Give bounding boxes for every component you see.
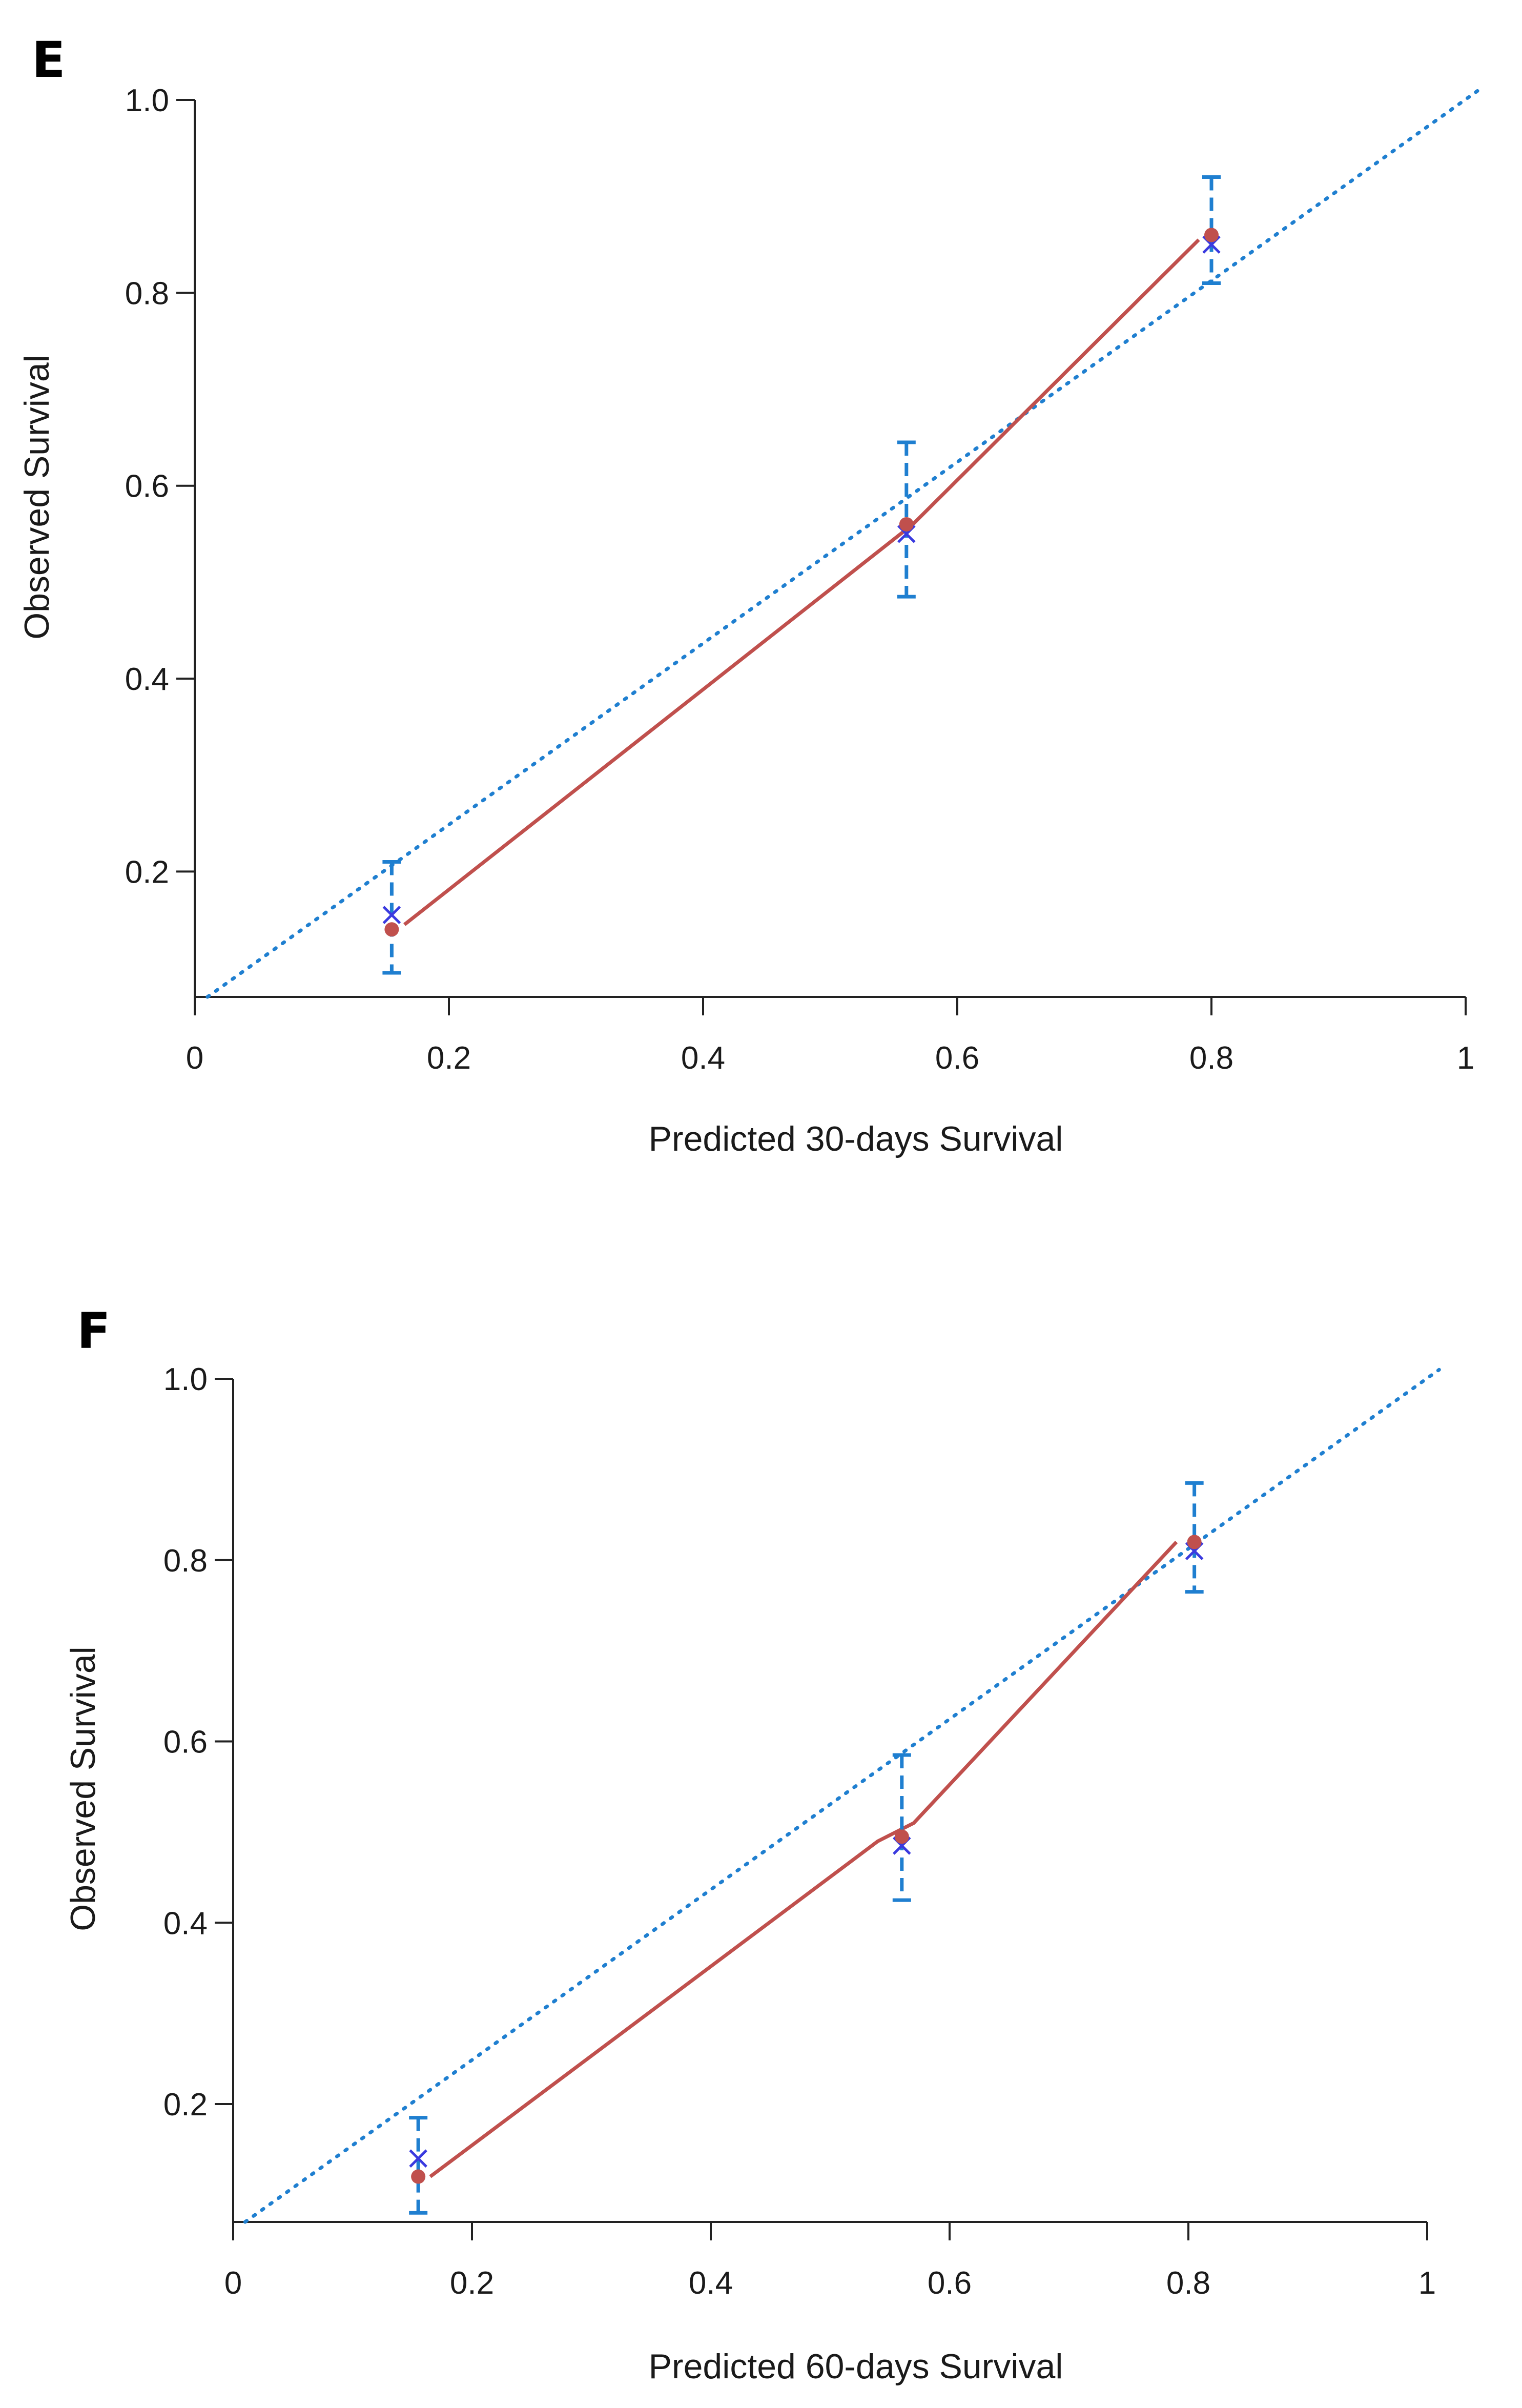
x-tick-label: 0.4 <box>689 2266 733 2301</box>
y-tick-label: 1.0 <box>125 83 169 118</box>
x-tick-label: 0 <box>186 1040 203 1076</box>
y-tick-label: 0.4 <box>125 662 169 697</box>
x-tick-label: 1 <box>1457 1040 1474 1076</box>
observed-point <box>1204 228 1219 242</box>
x-tick-label: 0.4 <box>681 1040 725 1076</box>
x-tick-label: 0.6 <box>928 2266 972 2301</box>
panel-label: E <box>32 31 66 89</box>
observed-point <box>411 2169 426 2184</box>
y-tick-label: 0.4 <box>163 1906 208 1941</box>
x-tick-label: 1 <box>1418 2266 1436 2301</box>
observed-point <box>384 922 399 937</box>
x-tick-label: 0.2 <box>427 1040 471 1076</box>
observed-point <box>894 1829 909 1844</box>
expected-marker <box>382 906 401 924</box>
expected-marker-stroke <box>409 2149 427 2168</box>
x-tick-label: 0 <box>224 2266 242 2301</box>
x-axis-title: Predicted 60-days Survival <box>649 2347 1063 2386</box>
panel-e: E 0 0.2 0.4 0.6 0.8 1 0.2 0.4 0.6 0.8 1.0 Predicted … <box>17 31 1480 1158</box>
y-axis-title: Observed Survival <box>17 355 56 640</box>
x-tick-label: 0.6 <box>935 1040 979 1076</box>
x-tick-label: 0.2 <box>450 2266 494 2301</box>
expected-marker-stroke <box>382 906 401 924</box>
y-tick-label: 0.2 <box>163 2087 208 2123</box>
x-tick-label: 0.8 <box>1166 2266 1210 2301</box>
calibration-line <box>429 1541 1178 2178</box>
reference-line <box>205 88 1480 999</box>
panel-f: F 0 0.2 0.4 0.6 0.8 1 0.2 0.4 0.6 0.8 1.0 Predicted … <box>64 1302 1441 2386</box>
observed-point <box>899 517 914 532</box>
y-tick-label: 0.6 <box>125 469 169 504</box>
observed-point <box>1187 1535 1202 1549</box>
panel-label: F <box>77 1302 111 1360</box>
reference-line <box>243 1368 1441 2224</box>
y-tick-label: 0.6 <box>163 1725 208 1760</box>
x-axis-title: Predicted 30-days Survival <box>649 1119 1063 1158</box>
y-tick-label: 0.8 <box>163 1543 208 1579</box>
y-tick-label: 0.2 <box>125 854 169 890</box>
y-tick-label: 1.0 <box>163 1362 208 1397</box>
expected-marker <box>409 2149 427 2168</box>
x-tick-label: 0.8 <box>1189 1040 1233 1076</box>
y-axis-title: Observed Survival <box>64 1646 102 1931</box>
y-tick-label: 0.8 <box>125 276 169 311</box>
